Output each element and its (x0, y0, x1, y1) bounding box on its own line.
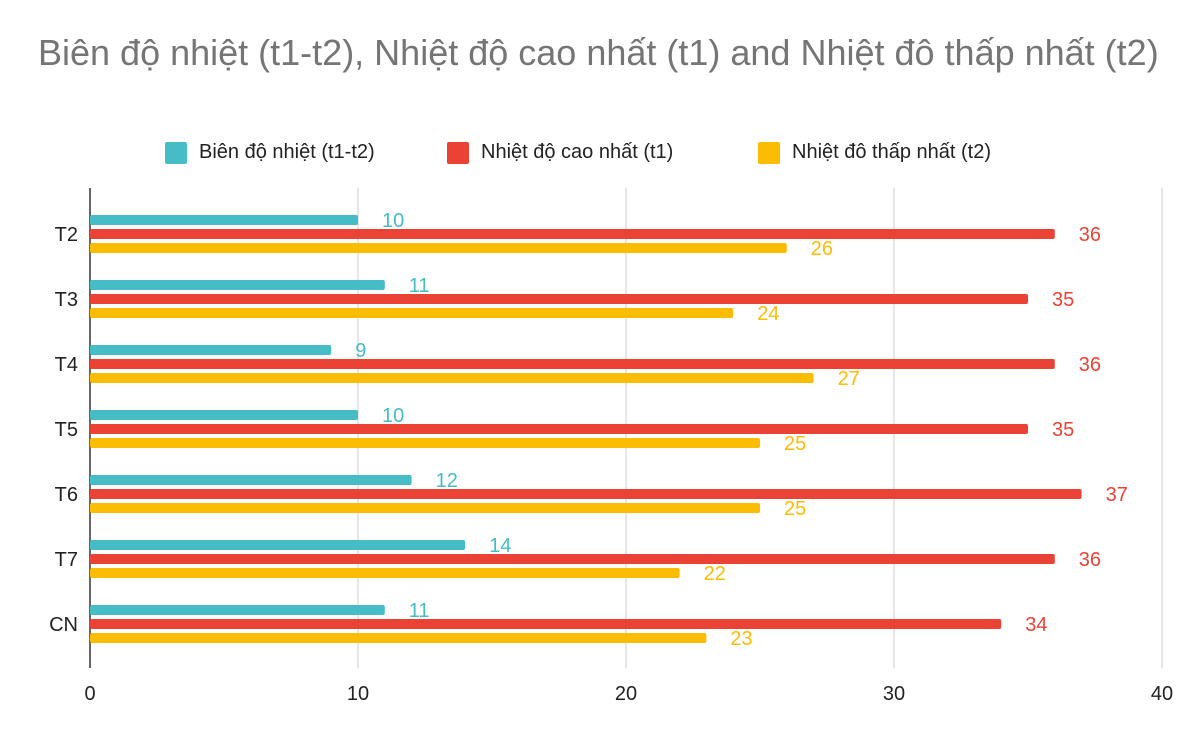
y-tick-label: T2 (55, 224, 78, 246)
bar (90, 438, 760, 448)
legend-label-max-temp: Nhiệt độ cao nhất (t1) (481, 141, 674, 163)
bar (90, 540, 466, 550)
x-tick-label: 20 (615, 683, 637, 705)
bar (90, 605, 385, 615)
bar (90, 503, 760, 513)
bar (90, 619, 1002, 629)
x-tick-label: 40 (1151, 683, 1173, 705)
bar (90, 308, 734, 318)
data-label: 10 (382, 210, 404, 232)
data-label: 12 (436, 470, 458, 492)
data-label: 36 (1079, 549, 1101, 571)
x-tick-label: 30 (883, 683, 905, 705)
data-label: 11 (409, 600, 430, 622)
data-label: 9 (355, 340, 366, 362)
bar (90, 280, 385, 290)
legend-swatch-amplitude (165, 142, 187, 164)
x-tick-label: 0 (84, 683, 95, 705)
bar (90, 475, 412, 485)
bar (90, 243, 787, 253)
data-label: 11 (409, 275, 430, 297)
legend-swatch-min-temp (758, 142, 780, 164)
data-label: 27 (838, 368, 860, 390)
chart-title: Biên độ nhiệt (t1-t2), Nhiệt độ cao nhất… (38, 32, 1159, 73)
bar (90, 373, 814, 383)
bar (90, 489, 1082, 499)
y-tick-label: T5 (55, 419, 78, 441)
legend-label-min-temp: Nhiệt đô thấp nhất (t2) (792, 141, 992, 163)
bar (90, 229, 1055, 239)
chart-legend: Biên độ nhiệt (t1-t2) Nhiệt độ cao nhất … (0, 138, 1200, 168)
data-label: 25 (784, 498, 806, 520)
y-tick-label: T7 (55, 549, 78, 571)
bar (90, 424, 1028, 434)
bar (90, 633, 707, 643)
y-tick-label: T3 (55, 289, 78, 311)
data-label: 36 (1079, 224, 1101, 246)
bar (90, 359, 1055, 369)
data-label: 26 (811, 238, 833, 260)
bar (90, 554, 1055, 564)
y-tick-label: T6 (55, 484, 78, 506)
data-label: 10 (382, 405, 404, 427)
data-label: 25 (784, 433, 806, 455)
data-label: 35 (1052, 289, 1074, 311)
x-tick-label: 10 (347, 683, 369, 705)
bar (90, 568, 680, 578)
data-label: 37 (1106, 484, 1128, 506)
bar (90, 294, 1028, 304)
data-label: 36 (1079, 354, 1101, 376)
y-tick-label: T4 (55, 354, 78, 376)
legend-swatch-max-temp (447, 142, 469, 164)
bar (90, 215, 358, 225)
data-label: 34 (1025, 614, 1047, 636)
data-label: 24 (757, 303, 779, 325)
y-tick-label: CN (49, 614, 78, 636)
bar (90, 410, 358, 420)
data-label: 22 (704, 563, 726, 585)
data-label: 23 (730, 628, 752, 650)
legend-label-amplitude: Biên độ nhiệt (t1-t2) (199, 141, 375, 163)
data-label: 14 (489, 535, 511, 557)
data-label: 35 (1052, 419, 1074, 441)
bar (90, 345, 332, 355)
